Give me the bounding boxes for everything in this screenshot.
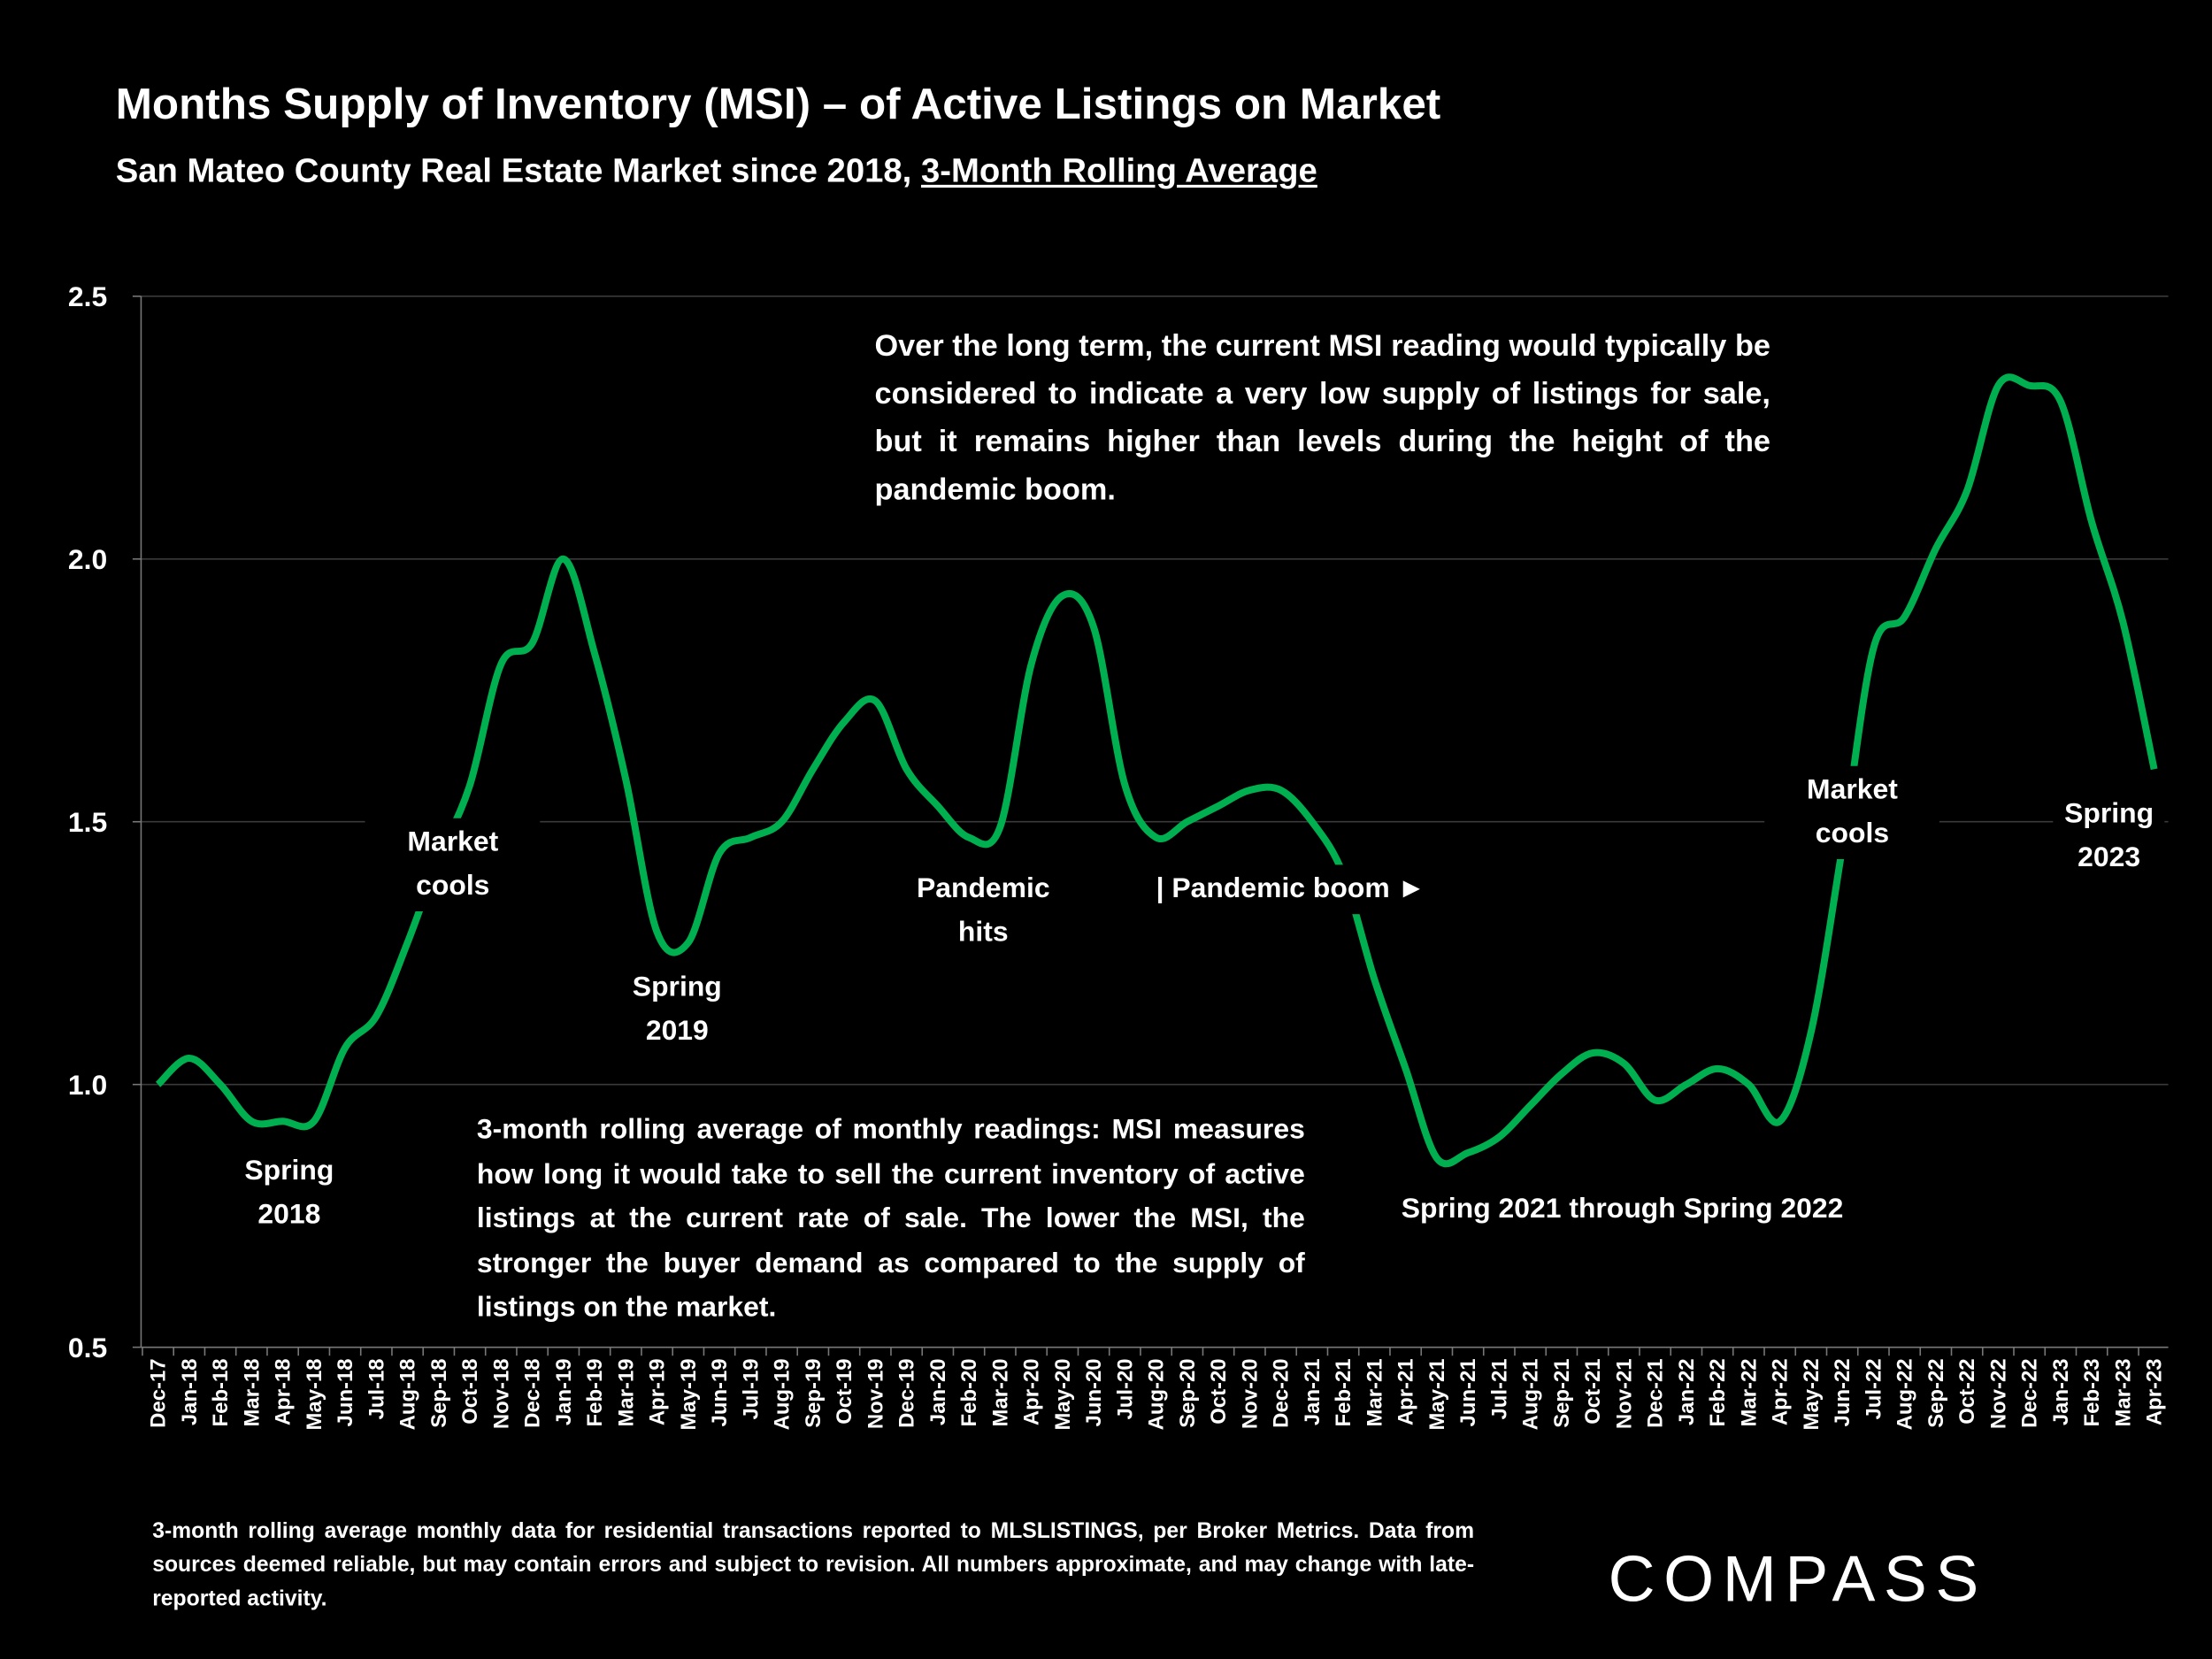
x-tick-label: Dec-22 [2018,1358,2042,1427]
subtitle-text: San Mateo County Real Estate Market sinc… [115,152,912,191]
x-tick-label: Aug-22 [1893,1358,1917,1430]
x-tick-label: Jan-20 [926,1358,950,1425]
x-tick-label: Jul-18 [365,1358,388,1419]
annotation: Spring 2019 [621,963,733,1057]
x-tick-label: Jul-20 [1113,1358,1137,1419]
x-tick-label: Sep-22 [1924,1358,1948,1427]
x-tick-label: Feb-18 [209,1358,233,1426]
annotation: Pandemic hits [905,864,1062,958]
subtitle-emphasis: 3-Month Rolling Average [920,152,1317,191]
y-tick-label: 1.5 [68,806,107,838]
x-tick-label: Oct-20 [1207,1358,1231,1424]
y-tick-label: 2.5 [68,280,107,312]
x-tick-label: Aug-18 [396,1358,420,1430]
y-tick-label: 1.0 [68,1069,107,1101]
x-tick-label: Oct-19 [833,1358,856,1424]
x-tick-label: Jul-19 [739,1358,763,1419]
annotation: Market cools [1764,765,1940,859]
x-tick-label: Mar-22 [1737,1358,1761,1426]
x-tick-label: Sep-19 [802,1358,826,1427]
x-tick-label: Apr-20 [1020,1358,1044,1425]
x-tick-label: Jul-22 [1862,1358,1886,1419]
annotation: Spring 2018 [233,1147,346,1240]
x-tick-label: Feb-20 [957,1358,981,1426]
x-tick-label: Nov-21 [1612,1358,1636,1429]
x-tick-label: Nov-19 [864,1358,887,1429]
x-tick-label: Jan-22 [1675,1358,1699,1425]
x-tick-label: Dec-17 [147,1358,171,1427]
x-tick-label: Apr-22 [1769,1358,1793,1425]
x-tick-label: Jun-22 [1831,1358,1855,1426]
x-tick-label: Apr-19 [646,1358,670,1425]
x-tick-label: Apr-18 [272,1358,296,1425]
y-tick-label: 0.5 [68,1332,107,1363]
x-tick-label: Dec-20 [1270,1358,1294,1427]
x-tick-label: May-20 [1051,1358,1075,1430]
note: 3-month rolling average of monthly readi… [476,1109,1305,1332]
annotation: Market cools [365,818,541,911]
x-tick-label: Aug-21 [1519,1358,1543,1430]
x-tick-label: Aug-20 [1145,1358,1169,1430]
x-tick-label: Nov-18 [489,1358,513,1429]
x-tick-label: Dec-21 [1644,1358,1668,1427]
x-tick-label: Mar-18 [240,1358,264,1426]
x-tick-label: Feb-21 [1332,1358,1356,1426]
x-tick-label: Sep-20 [1176,1358,1200,1427]
annotation: Spring 2023 [2053,789,2165,884]
x-tick-label: Apr-23 [2143,1358,2167,1425]
footnote: 3-month rolling average monthly data for… [152,1519,1475,1611]
x-tick-label: Feb-19 [583,1358,607,1426]
x-tick-label: Oct-18 [458,1358,482,1424]
x-tick-label: Jan-19 [552,1358,576,1425]
x-tick-label: Jun-19 [708,1358,732,1426]
x-tick-label: Dec-18 [521,1358,545,1427]
x-tick-label: May-21 [1425,1358,1449,1430]
x-tick-label: Feb-23 [2080,1358,2104,1426]
x-tick-label: Mar-19 [614,1358,638,1426]
annotation: | Pandemic boom ► [1144,864,1437,915]
y-tick-label: 2.0 [68,543,107,575]
x-tick-label: Apr-21 [1394,1358,1418,1425]
x-tick-label: Jan-18 [178,1358,202,1425]
x-tick-label: Nov-20 [1238,1358,1262,1429]
logo: COMPASS [1608,1541,1987,1616]
chart-title: Months Supply of Inventory (MSI) – of Ac… [115,79,1441,129]
x-tick-label: Jun-18 [334,1358,357,1426]
x-tick-label: Sep-21 [1550,1358,1574,1427]
x-tick-label: Feb-22 [1706,1358,1730,1426]
note: Over the long term, the current MSI read… [874,328,1770,507]
x-tick-label: Jan-23 [2049,1358,2073,1425]
chart-subtitle: San Mateo County Real Estate Market sinc… [116,152,1317,192]
annotation: Spring 2021 through Spring 2022 [1389,1185,1855,1235]
x-tick-label: Aug-19 [771,1358,795,1430]
x-tick-label: Sep-18 [427,1358,451,1427]
x-tick-label: May-22 [1800,1358,1824,1430]
x-tick-label: Jul-21 [1487,1358,1511,1419]
x-tick-label: Mar-21 [1363,1358,1386,1426]
x-tick-label: Oct-22 [1955,1358,1979,1424]
x-tick-label: May-19 [677,1358,701,1430]
x-tick-label: Oct-21 [1581,1358,1605,1424]
x-tick-label: Dec-19 [895,1358,919,1427]
x-tick-label: Jan-21 [1301,1358,1325,1425]
x-tick-label: Mar-23 [2111,1358,2135,1426]
x-tick-label: Jun-20 [1082,1358,1106,1426]
x-tick-label: Mar-20 [988,1358,1012,1426]
x-tick-label: Jun-21 [1456,1358,1480,1426]
x-tick-label: May-18 [303,1358,326,1430]
x-tick-label: Nov-22 [1986,1358,2010,1429]
